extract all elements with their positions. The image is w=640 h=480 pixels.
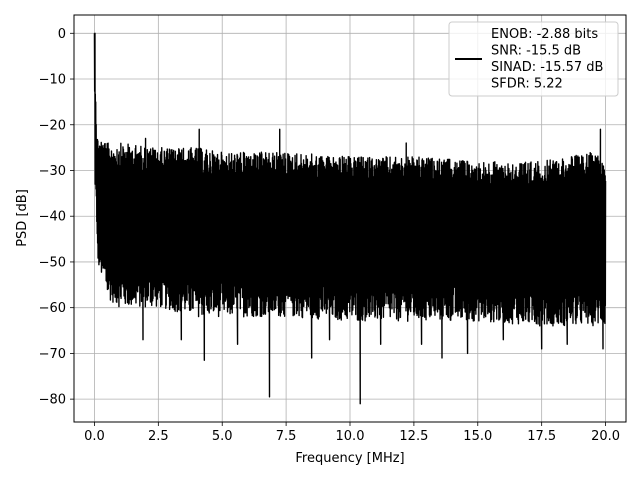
y-axis-ticks: 0 −10 −20 −30 −40 −50 −60 −70 −80 xyxy=(39,27,74,408)
y-tick-label: 0 xyxy=(58,27,66,42)
legend-entry-line: SINAD: -15.57 dB xyxy=(491,60,603,75)
y-axis-label: PSD [dB] xyxy=(15,189,30,247)
x-axis-label: Frequency [MHz] xyxy=(295,451,404,466)
y-tick-label: −20 xyxy=(39,118,66,133)
x-tick-label: 5.0 xyxy=(212,429,233,444)
y-tick-label: −10 xyxy=(39,73,66,88)
y-tick-label: −80 xyxy=(39,393,66,408)
y-tick-label: −50 xyxy=(39,255,66,270)
x-axis-ticks: 0.0 2.5 5.0 7.5 10.0 12.5 15.0 17.5 20.0 xyxy=(84,422,620,444)
x-tick-label: 7.5 xyxy=(276,429,297,444)
y-tick-label: −40 xyxy=(39,210,66,225)
legend-entry-line: SNR: -15.5 dB xyxy=(491,44,581,59)
legend-box xyxy=(448,21,619,97)
x-tick-label: 17.5 xyxy=(527,429,556,444)
y-tick-label: −60 xyxy=(39,301,66,316)
y-tick-label: −70 xyxy=(39,347,66,362)
y-tick-label: −30 xyxy=(39,164,66,179)
x-tick-label: 10.0 xyxy=(336,429,365,444)
x-tick-label: 15.0 xyxy=(463,429,492,444)
x-tick-label: 0.0 xyxy=(84,429,105,444)
legend-entry-line: ENOB: -2.88 bits xyxy=(491,27,598,42)
x-tick-label: 2.5 xyxy=(148,429,169,444)
x-tick-label: 12.5 xyxy=(399,429,428,444)
psd-trace xyxy=(93,32,607,405)
series-line xyxy=(93,32,607,405)
legend-entry-line: SFDR: 5.22 xyxy=(491,77,563,92)
x-tick-label: 20.0 xyxy=(591,429,620,444)
